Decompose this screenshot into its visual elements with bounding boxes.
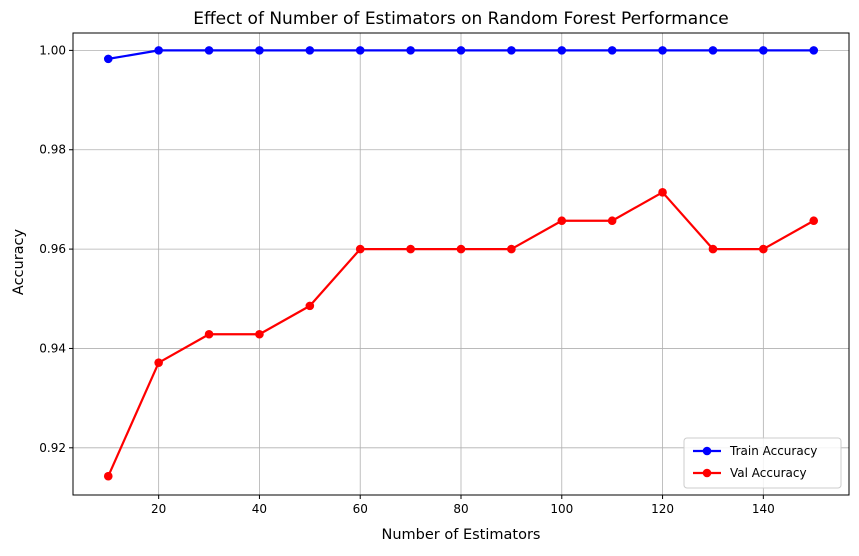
series-0-point [103, 54, 113, 64]
series-0-point [759, 46, 768, 55]
y-tick-label: 0.96 [39, 242, 66, 256]
series-0-point [507, 46, 516, 55]
legend-swatch-marker [702, 468, 712, 478]
series-1-point [809, 216, 819, 226]
series-1-point [708, 244, 718, 254]
y-tick-label: 0.98 [39, 143, 66, 157]
series-1-point [607, 216, 617, 226]
x-tick-label: 20 [151, 502, 166, 516]
series-0-point [557, 46, 567, 55]
y-tick-label: 0.92 [39, 441, 66, 455]
series-0-point [406, 46, 415, 55]
series-0-point [255, 46, 264, 55]
series-0-point [607, 46, 617, 55]
series-1-point [557, 216, 567, 226]
series-1-point [759, 244, 768, 254]
x-tick-label: 120 [651, 502, 674, 516]
y-axis-ticks: 0.92 0.94 0.96 0.98 1.00 [39, 43, 73, 455]
legend: Train Accuracy Val Accuracy [683, 437, 842, 489]
series-points [103, 46, 819, 481]
series-0-point [305, 46, 315, 55]
series-1-point [658, 188, 667, 197]
legend-box [683, 437, 842, 489]
x-axis-title: Number of Estimators [382, 527, 541, 543]
x-axis-ticks: 20 40 60 80 100 120 140 [151, 495, 775, 516]
x-tick-label: 60 [353, 502, 368, 516]
x-tick-label: 100 [550, 502, 573, 516]
series-1-point [305, 301, 315, 311]
y-tick-label: 0.94 [39, 341, 66, 355]
series-0-point [456, 46, 466, 55]
series-1-point [255, 329, 264, 339]
series-1-point [355, 244, 365, 254]
legend-label: Val Accuracy [730, 466, 807, 480]
series-0-point [658, 46, 667, 55]
x-tick-label: 40 [252, 502, 267, 516]
series-0-point [154, 46, 163, 55]
x-tick-label: 80 [453, 502, 468, 516]
series-1-point [507, 244, 516, 254]
series-1-point [154, 358, 163, 367]
series-1-point [456, 244, 466, 254]
series-0-point [355, 46, 365, 55]
series-1-point [204, 329, 214, 339]
chart-title: Effect of Number of Estimators on Random… [193, 9, 729, 29]
y-axis-title: Accuracy [11, 228, 27, 295]
series-1-point [103, 471, 113, 481]
series-0-point [204, 46, 214, 55]
series-1-point [406, 244, 415, 254]
grid [73, 33, 849, 495]
x-tick-label: 140 [752, 502, 775, 516]
legend-label: Train Accuracy [729, 444, 817, 458]
y-tick-label: 1.00 [39, 43, 66, 57]
legend-swatch-marker [702, 446, 712, 456]
series-0-point [708, 46, 718, 55]
series-0-point [809, 46, 819, 55]
